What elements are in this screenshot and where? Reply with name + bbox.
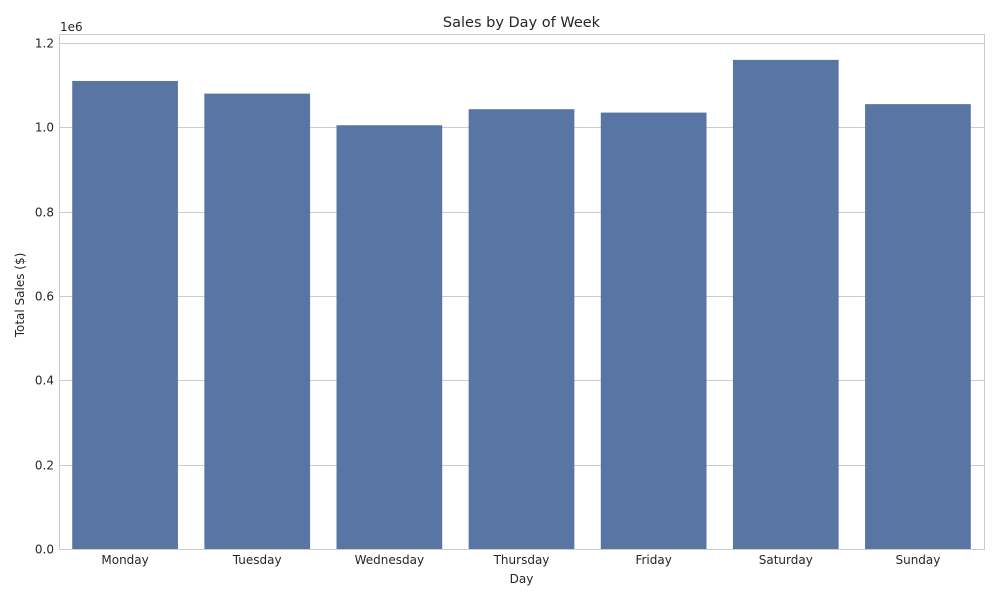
bar-sunday: [865, 104, 971, 550]
bar-monday: [72, 80, 178, 549]
bar-wednesday: [336, 125, 443, 549]
y-tick-label: 0.4: [35, 374, 54, 388]
y-tick-label: 1.2: [35, 37, 54, 51]
plot-frame: [59, 34, 985, 550]
x-tick-label-tuesday: Tuesday: [232, 553, 282, 567]
y-tick-labels: 0.0 0.2 0.4 0.6 0.8 1.0 1.2: [35, 37, 54, 557]
y-tick-label: 0.2: [35, 459, 54, 473]
x-tick-label-sunday: Sunday: [895, 553, 940, 567]
y-tick-label: 1.0: [35, 121, 54, 135]
y-axis-offset-label: 1e6: [60, 20, 83, 34]
x-tick-label-saturday: Saturday: [759, 553, 813, 567]
x-tick-label-monday: Monday: [101, 553, 148, 567]
y-tick-label: 0.6: [35, 290, 54, 304]
x-tick-label-wednesday: Wednesday: [355, 553, 424, 567]
chart-title: Sales by Day of Week: [443, 15, 601, 31]
x-tick-label-friday: Friday: [635, 553, 671, 567]
x-tick-labels: Monday Tuesday Wednesday Thursday Friday Satu…: [101, 553, 940, 567]
bar-saturday: [732, 59, 839, 549]
bars: [72, 59, 971, 550]
y-tick-label: 0.0: [35, 543, 54, 557]
x-axis-title: Day: [510, 572, 534, 586]
bar-thursday: [468, 109, 575, 550]
y-axis-title: Total Sales ($): [13, 253, 27, 339]
bar-tuesday: [204, 93, 311, 549]
y-tick-label: 0.8: [35, 206, 54, 220]
bar-friday: [600, 112, 707, 549]
x-tick-label-thursday: Thursday: [493, 553, 550, 567]
